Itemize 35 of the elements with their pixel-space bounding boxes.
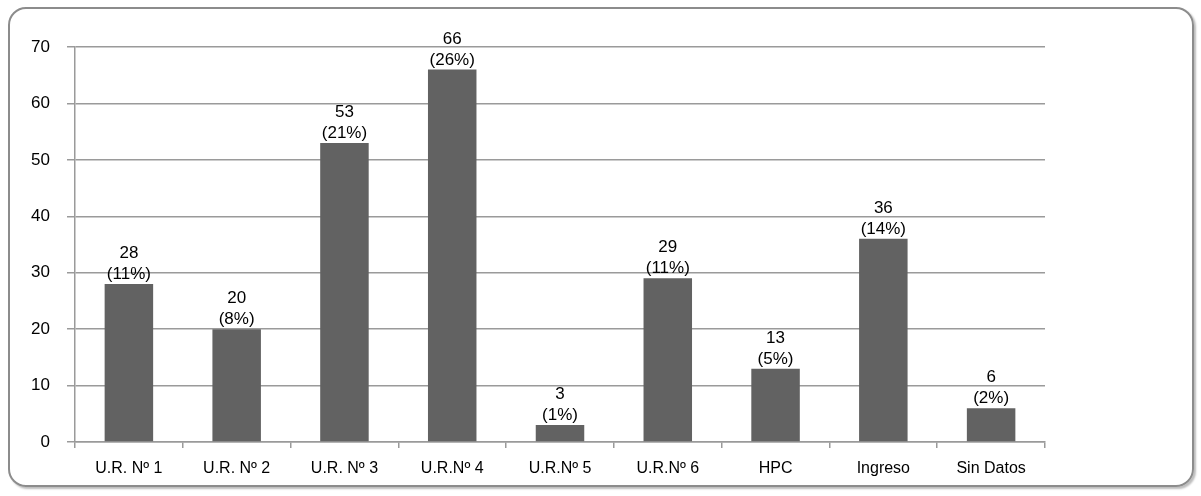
- data-label: 20 (8%): [218, 288, 255, 329]
- data-label: 66 (26%): [429, 28, 475, 69]
- x-tick-label: Ingreso: [856, 459, 911, 477]
- x-tick-label: U.R.Nº 6: [636, 459, 700, 477]
- data-label: 29 (11%): [645, 237, 690, 278]
- data-label: 53 (21%): [321, 101, 368, 142]
- bar: [535, 425, 585, 442]
- y-tick-label: 60: [31, 93, 50, 113]
- data-label: 13 (5%): [757, 327, 794, 368]
- data-label: 3 (1%): [542, 384, 578, 425]
- x-tick-label: HPC: [758, 459, 793, 477]
- x-tick-label: U.R.Nº 5: [528, 459, 592, 477]
- y-tick-label: 20: [31, 318, 50, 338]
- y-tick-label: 40: [31, 205, 50, 225]
- y-tick-label: 50: [31, 149, 50, 169]
- x-tick-label: Sin Datos: [956, 459, 1026, 477]
- bar: [966, 408, 1016, 442]
- x-tick-label: U.R.Nº 4: [420, 459, 484, 477]
- x-tick-label: U.R. Nº 1: [95, 459, 163, 477]
- y-tick-label: 30: [31, 262, 50, 282]
- y-tick-label: 10: [31, 375, 50, 395]
- bar: [212, 329, 261, 442]
- bar: [427, 69, 477, 442]
- bar: [104, 284, 154, 442]
- bar: [643, 278, 693, 442]
- data-label: 36 (14%): [860, 197, 907, 238]
- data-label: 6 (2%): [973, 367, 1010, 408]
- data-label: 28 (11%): [106, 243, 151, 283]
- bar: [320, 142, 369, 442]
- y-tick-label: 70: [31, 36, 50, 56]
- bar: [859, 238, 908, 442]
- x-tick-label: U.R. Nº 3: [310, 459, 379, 477]
- x-tick-label: U.R. Nº 2: [203, 459, 271, 477]
- bar: [751, 368, 800, 442]
- y-tick-label: 0: [40, 431, 50, 451]
